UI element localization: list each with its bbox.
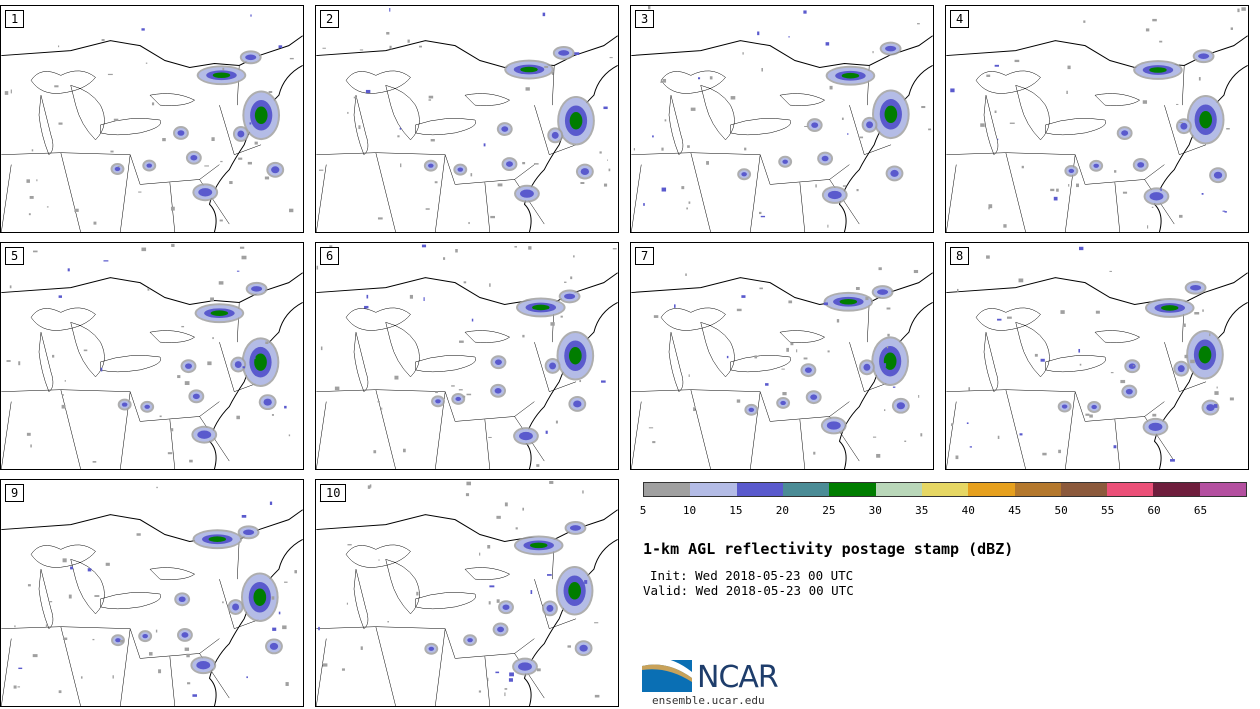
colorbar-tick-label: 65 [1193,504,1208,517]
colorbar-segment [690,483,737,496]
ncar-logo-icon [642,657,692,692]
reflectivity-map [1,14,303,232]
member-label: 6 [320,247,340,265]
colorbar-tick-label: 35 [915,504,929,517]
member-label: 8 [950,247,970,265]
member-label: 10 [320,484,347,502]
reflectivity-map [631,6,933,232]
member-label: 4 [950,10,970,28]
colorbar-segment [1199,483,1247,496]
member-panel-6: 6 [315,242,619,470]
reflectivity-map [316,480,618,706]
valid-time: Valid: Wed 2018-05-23 00 UTC [643,583,854,598]
member-panel-8: 8 [945,242,1249,470]
colorbar-segment [1060,483,1108,496]
logo-url: ensemble.ucar.edu [652,694,765,707]
member-panel-5: 5 [0,242,304,470]
colorbar-segment [1107,483,1154,496]
logo-name: NCAR [697,660,779,695]
member-label: 3 [635,10,655,28]
reflectivity-map [316,7,618,232]
colorbar-tick-label: 5 [639,504,647,517]
colorbar-segment [644,483,691,496]
colorbar-segment [1014,483,1061,496]
reflectivity-colorbar [643,482,1247,497]
colorbar-tick-label: 50 [1054,504,1068,517]
reflectivity-map [316,244,618,469]
colorbar-segment [829,483,876,496]
member-panel-7: 7 [630,242,934,470]
member-panel-3: 3 [630,5,934,233]
member-label: 7 [635,247,655,265]
member-label: 9 [5,484,25,502]
colorbar-tick-label: 25 [822,504,836,517]
colorbar-tick-label: 40 [961,504,975,517]
reflectivity-map [946,7,1248,232]
colorbar-tick-label: 60 [1147,504,1161,517]
colorbar-tick-label: 15 [729,504,743,517]
member-label: 2 [320,10,340,28]
colorbar-segment [736,483,783,496]
colorbar-tick-label: 20 [775,504,789,517]
colorbar-tick-label: 10 [682,504,697,517]
member-panel-2: 2 [315,5,619,233]
plot-title: 1-km AGL reflectivity postage stamp (dBZ… [643,540,1014,558]
colorbar-segment [875,483,922,496]
reflectivity-map [946,246,1248,469]
member-label: 5 [5,247,25,265]
member-label: 1 [5,10,25,28]
reflectivity-map [1,486,303,706]
colorbar-segment [782,483,830,496]
member-panel-10: 10 [315,479,619,707]
colorbar-tick-label: 45 [1008,504,1022,517]
member-panel-1: 1 [0,5,304,233]
init-time: Init: Wed 2018-05-23 00 UTC [650,568,854,583]
reflectivity-map [631,267,933,469]
colorbar-segment [968,483,1015,496]
colorbar-tick-label: 55 [1100,504,1115,517]
member-panel-9: 9 [0,479,304,707]
member-panel-4: 4 [945,5,1249,233]
colorbar-segment [921,483,969,496]
colorbar-segment [1153,483,1200,496]
colorbar-tick-label: 30 [868,504,882,517]
reflectivity-map [1,243,303,469]
